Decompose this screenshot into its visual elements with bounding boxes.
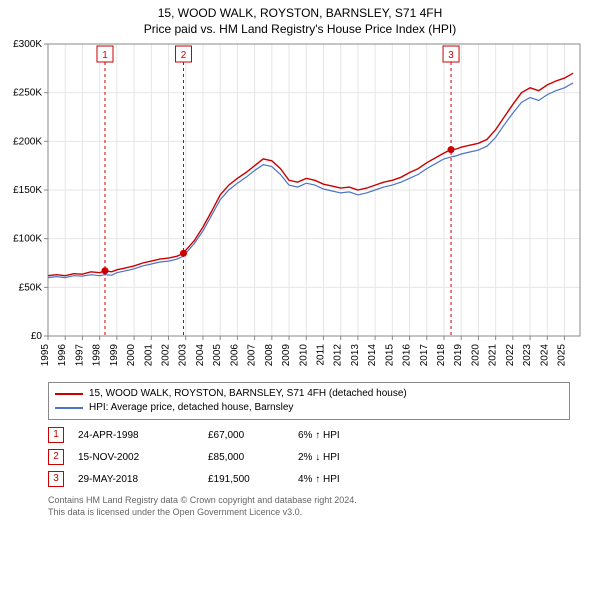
- x-tick-label: 2015: [384, 344, 395, 367]
- y-tick-label: £300K: [13, 39, 42, 50]
- y-tick-label: £100K: [13, 234, 42, 245]
- x-tick-label: 1995: [40, 344, 51, 367]
- sale-row: 1 24-APR-1998£67,0006% ↑ HPI: [48, 424, 570, 446]
- sale-delta: 6% ↑ HPI: [298, 430, 408, 441]
- legend-row: 15, WOOD WALK, ROYSTON, BARNSLEY, S71 4F…: [55, 387, 563, 401]
- sale-delta: 2% ↓ HPI: [298, 452, 408, 463]
- sale-date: 15-NOV-2002: [78, 452, 208, 463]
- y-tick-label: £50K: [19, 282, 43, 293]
- sale-row: 2 15-NOV-2002£85,0002% ↓ HPI: [48, 446, 570, 468]
- x-tick-label: 2006: [229, 344, 240, 367]
- sale-delta: 4% ↑ HPI: [298, 474, 408, 485]
- x-tick-label: 2025: [557, 344, 568, 367]
- sale-price: £85,000: [208, 452, 298, 463]
- x-tick-label: 1997: [74, 344, 85, 367]
- x-tick-label: 2012: [333, 344, 344, 367]
- footnote: Contains HM Land Registry data © Crown c…: [48, 494, 570, 518]
- sale-row: 3 29-MAY-2018£191,5004% ↑ HPI: [48, 468, 570, 490]
- legend-swatch: [55, 407, 83, 409]
- y-tick-label: £250K: [13, 88, 42, 99]
- sale-marker-number: 1: [102, 50, 108, 61]
- x-tick-label: 2019: [453, 344, 464, 367]
- x-tick-label: 2010: [298, 344, 309, 367]
- x-tick-label: 1996: [57, 344, 68, 367]
- x-tick-label: 2020: [470, 344, 481, 367]
- x-tick-label: 2022: [505, 344, 516, 367]
- title-sub: Price paid vs. HM Land Registry's House …: [0, 22, 600, 36]
- legend-swatch: [55, 393, 83, 395]
- chart-svg: £0 £50K £100K £150K £200K £250K £300K 1995 1996 1…: [0, 36, 600, 376]
- x-tick-label: 2007: [247, 344, 258, 367]
- x-tick-label: 2023: [522, 344, 533, 367]
- footnote-line1: Contains HM Land Registry data © Crown c…: [48, 494, 570, 506]
- x-tick-label: 2001: [143, 344, 154, 367]
- x-tick-label: 2008: [264, 344, 275, 367]
- title-main: 15, WOOD WALK, ROYSTON, BARNSLEY, S71 4F…: [0, 6, 600, 20]
- sale-badge: 3: [48, 471, 64, 487]
- x-tick-label: 2017: [419, 344, 430, 367]
- x-tick-label: 2013: [350, 344, 361, 367]
- x-tick-label: 1998: [92, 344, 103, 367]
- x-tick-label: 2016: [402, 344, 413, 367]
- sale-marker-dot: [180, 250, 187, 257]
- legend-label: HPI: Average price, detached house, Barn…: [89, 401, 293, 415]
- x-tick-label: 2024: [539, 344, 550, 367]
- sale-badge: 2: [48, 449, 64, 465]
- sales-table: 1 24-APR-1998£67,0006% ↑ HPI 2 15-NOV-2002£…: [48, 424, 570, 490]
- sale-date: 24-APR-1998: [78, 430, 208, 441]
- sale-price: £191,500: [208, 474, 298, 485]
- y-tick-label: £0: [31, 331, 43, 342]
- sale-marker-dot: [101, 267, 108, 274]
- x-tick-label: 2009: [281, 344, 292, 367]
- footnote-line2: This data is licensed under the Open Gov…: [48, 506, 570, 518]
- x-tick-label: 2021: [488, 344, 499, 367]
- sale-price: £67,000: [208, 430, 298, 441]
- y-tick-label: £150K: [13, 185, 42, 196]
- x-tick-label: 2002: [161, 344, 172, 367]
- y-tick-label: £200K: [13, 136, 42, 147]
- legend-row: HPI: Average price, detached house, Barn…: [55, 401, 563, 415]
- sale-marker-dot: [448, 146, 455, 153]
- sale-date: 29-MAY-2018: [78, 474, 208, 485]
- price-chart: £0 £50K £100K £150K £200K £250K £300K 1995 1996 1…: [0, 36, 600, 376]
- sale-badge: 1: [48, 427, 64, 443]
- x-tick-label: 2005: [212, 344, 223, 367]
- x-tick-label: 1999: [109, 344, 120, 367]
- x-tick-label: 2011: [315, 344, 326, 366]
- x-tick-label: 2003: [178, 344, 189, 367]
- x-tick-label: 2018: [436, 344, 447, 367]
- x-tick-label: 2004: [195, 344, 206, 367]
- sale-marker-number: 2: [181, 50, 187, 61]
- x-tick-label: 2000: [126, 344, 137, 367]
- sale-marker-number: 3: [448, 50, 454, 61]
- x-tick-label: 2014: [367, 344, 378, 367]
- legend-label: 15, WOOD WALK, ROYSTON, BARNSLEY, S71 4F…: [89, 387, 407, 401]
- legend: 15, WOOD WALK, ROYSTON, BARNSLEY, S71 4F…: [48, 382, 570, 420]
